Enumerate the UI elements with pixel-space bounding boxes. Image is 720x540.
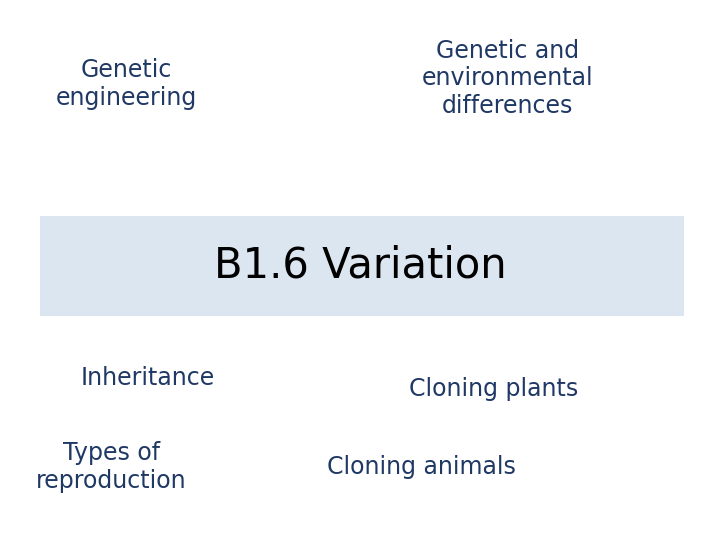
Text: Inheritance: Inheritance	[81, 366, 215, 390]
Text: Cloning animals: Cloning animals	[327, 455, 516, 479]
Text: Genetic
engineering: Genetic engineering	[55, 58, 197, 110]
Bar	[40, 216, 684, 316]
Text: Cloning plants: Cloning plants	[408, 377, 578, 401]
Text: B1.6 Variation: B1.6 Variation	[214, 245, 506, 287]
Text: Types of
reproduction: Types of reproduction	[36, 441, 187, 493]
Text: Genetic and
environmental
differences: Genetic and environmental differences	[422, 38, 593, 118]
